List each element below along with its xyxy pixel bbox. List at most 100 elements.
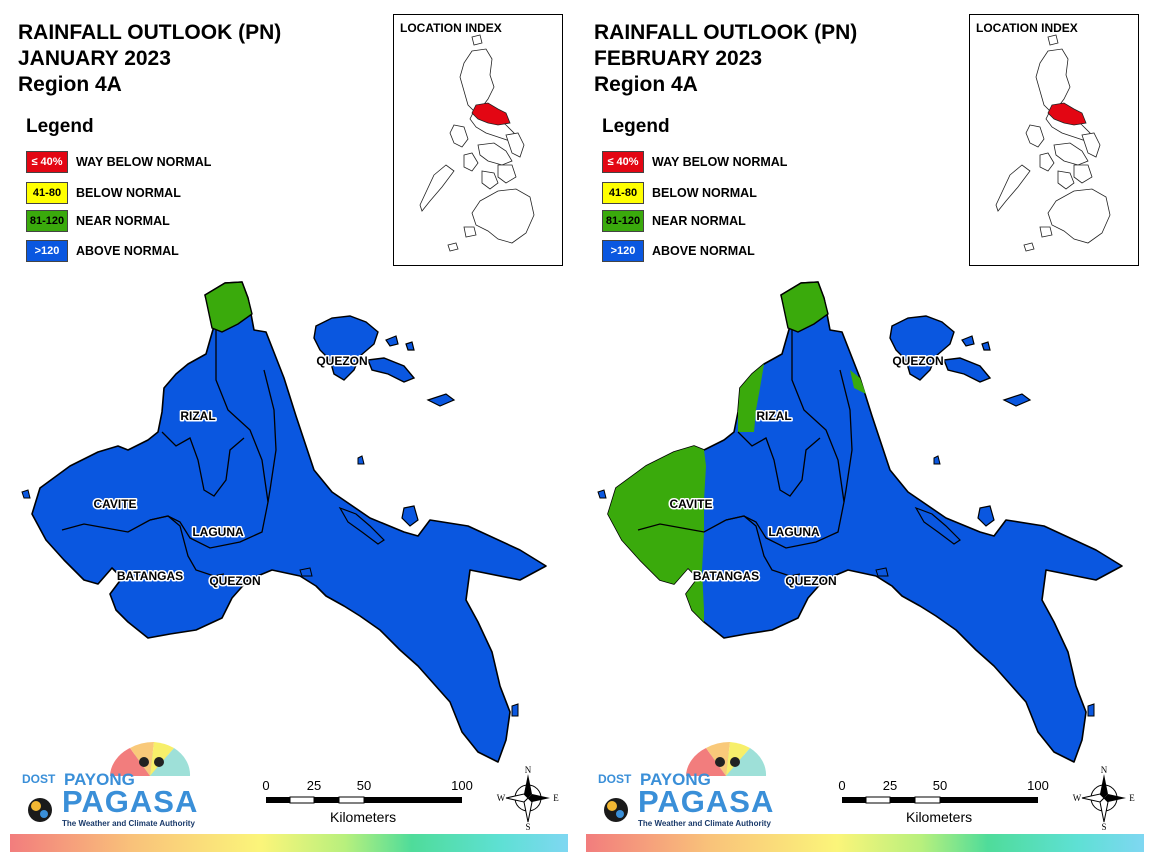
label-quezon-south: QUEZON [785, 574, 836, 588]
near-normal-zone [850, 370, 866, 394]
legend-label: WAY BELOW NORMAL [76, 155, 212, 169]
label-laguna: LAGUNA [768, 525, 820, 539]
small-island [597, 489, 607, 499]
legend-item-near: 81-120 NEAR NORMAL [26, 209, 170, 233]
legend-label: NEAR NORMAL [652, 214, 746, 228]
region-map: RIZAL CAVITE LAGUNA BATANGAS QUEZON QUEZ… [597, 281, 1123, 763]
svg-text:E: E [1129, 793, 1135, 803]
scale-unit: Kilometers [906, 809, 973, 825]
title-line-1: RAINFALL OUTLOOK (PN) [18, 21, 282, 44]
scale-bar-graphic [842, 796, 1038, 804]
label-quezon-north: QUEZON [316, 354, 367, 368]
location-index-inset: LOCATION INDEX [969, 14, 1139, 266]
small-island [405, 341, 415, 351]
scale-tick: 25 [306, 778, 322, 793]
scale-tick: 100 [451, 778, 473, 793]
near-normal-zone [608, 446, 706, 622]
decorative-gradient-bar [10, 834, 568, 852]
logo-dost: DOST [598, 772, 632, 786]
legend-label: ABOVE NORMAL [76, 244, 179, 258]
location-index-label: LOCATION INDEX [976, 21, 1078, 35]
legend-swatch: >120 [26, 240, 68, 262]
label-laguna: LAGUNA [192, 525, 244, 539]
small-island [1087, 703, 1095, 717]
legend-swatch: 41-80 [602, 182, 644, 204]
scale-bar: 0 25 50 100 Kilometers [258, 775, 478, 835]
region-4a-highlight [1047, 102, 1087, 126]
near-normal-zone [204, 281, 253, 333]
north-arrow-compass: N S E W [1072, 764, 1136, 837]
title-line-2: JANUARY 2023 [18, 47, 171, 70]
small-island [977, 505, 995, 527]
svg-text:W: W [1073, 793, 1082, 803]
legend-swatch: ≤ 40% [602, 151, 644, 173]
legend-item-above: >120 ABOVE NORMAL [602, 239, 755, 263]
north-arrow-compass: N S E W [496, 764, 560, 837]
legend-swatch: 41-80 [26, 182, 68, 204]
logo-tagline: The Weather and Climate Authority [62, 819, 195, 828]
polillo-island [943, 357, 992, 383]
legend-label: BELOW NORMAL [652, 186, 757, 200]
near-normal-zone [738, 364, 764, 432]
svg-text:W: W [497, 793, 506, 803]
payong-pagasa-logo: DOST PAYONG PAGASA The Weather and Clima… [14, 740, 204, 832]
near-normal-zone [780, 281, 829, 333]
legend-item-near: 81-120 NEAR NORMAL [602, 209, 746, 233]
small-island [385, 335, 399, 347]
scale-tick: 50 [932, 778, 948, 793]
decorative-gradient-bar [586, 834, 1144, 852]
scale-tick: 25 [882, 778, 898, 793]
region-4a-highlight [471, 102, 511, 126]
polillo-island [367, 357, 416, 383]
region-map: RIZAL CAVITE LAGUNA BATANGAS QUEZON QUEZ… [21, 281, 547, 763]
logo-tagline: The Weather and Climate Authority [638, 819, 771, 828]
title-line-3: Region 4A [18, 73, 122, 96]
logo-pagasa: PAGASA [638, 784, 775, 819]
scale-tick: 100 [1027, 778, 1049, 793]
svg-text:N: N [1101, 765, 1108, 775]
small-island [981, 341, 991, 351]
label-rizal: RIZAL [180, 409, 215, 423]
map-panel-february: RAINFALL OUTLOOK (PN) FEBRUARY 2023 Regi… [576, 0, 1152, 864]
small-island [426, 393, 456, 407]
province-boundaries [61, 330, 277, 577]
title-line-2: FEBRUARY 2023 [594, 47, 763, 70]
small-island [914, 506, 961, 545]
label-rizal: RIZAL [756, 409, 791, 423]
legend-swatch: ≤ 40% [26, 151, 68, 173]
title-line-3: Region 4A [594, 73, 698, 96]
location-index-label: LOCATION INDEX [400, 21, 502, 35]
logo-payong: PAYONG [640, 770, 711, 789]
map-panel-january: RAINFALL OUTLOOK (PN) JANUARY 2023 Regio… [10, 14, 568, 852]
logo-pagasa: PAGASA [62, 784, 199, 819]
legend-title: Legend [26, 116, 94, 137]
logo-payong: PAYONG [64, 770, 135, 789]
scale-unit: Kilometers [330, 809, 397, 825]
scale-tick: 0 [838, 778, 846, 793]
label-quezon-south: QUEZON [209, 574, 260, 588]
svg-text:S: S [525, 822, 530, 832]
legend-item-above: >120 ABOVE NORMAL [26, 239, 179, 263]
location-index-inset: LOCATION INDEX [393, 14, 563, 266]
small-island [357, 455, 365, 465]
scale-bar-graphic [266, 796, 462, 804]
philippines-inset-map [419, 34, 535, 252]
legend-swatch: >120 [602, 240, 644, 262]
label-cavite: CAVITE [669, 497, 712, 511]
label-quezon-north: QUEZON [892, 354, 943, 368]
label-cavite: CAVITE [93, 497, 136, 511]
title-line-1: RAINFALL OUTLOOK (PN) [594, 21, 858, 44]
small-island [401, 505, 419, 527]
small-island [21, 489, 31, 499]
legend-label: ABOVE NORMAL [652, 244, 755, 258]
small-island [511, 703, 519, 717]
svg-text:N: N [525, 765, 532, 775]
small-island [1002, 393, 1032, 407]
province-boundaries [637, 330, 853, 577]
small-island [961, 335, 975, 347]
legend-item-way-below: ≤ 40% WAY BELOW NORMAL [26, 150, 211, 174]
scale-bar: 0 25 50 100 Kilometers [834, 775, 1054, 835]
label-batangas: BATANGAS [117, 569, 183, 583]
legend-label: NEAR NORMAL [76, 214, 170, 228]
polillo-island [889, 315, 955, 381]
